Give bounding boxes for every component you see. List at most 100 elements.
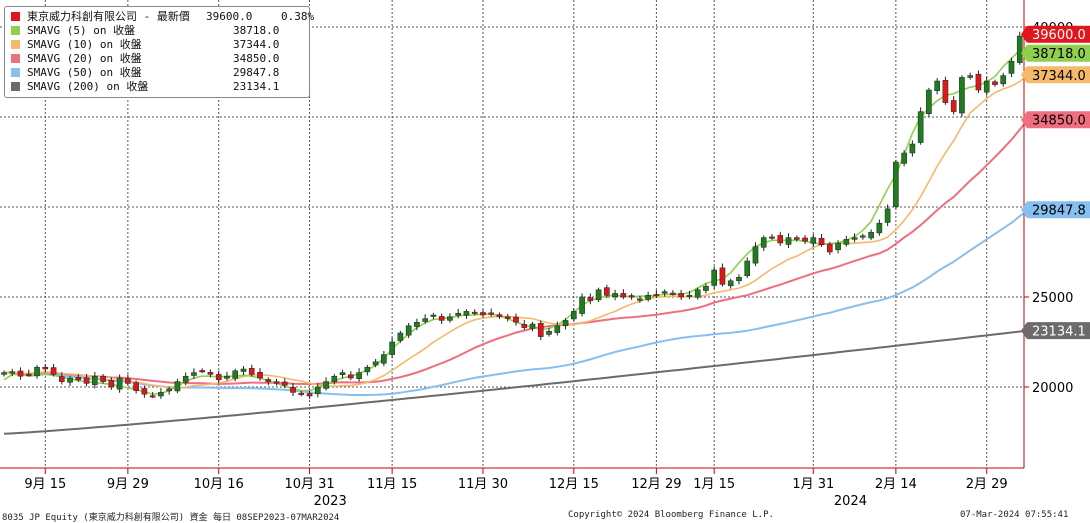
candle-body — [694, 289, 701, 298]
candle-body — [372, 361, 379, 366]
value-tag-bg — [1027, 44, 1090, 62]
sma-200-line — [3, 329, 1029, 435]
candle-body — [686, 294, 693, 297]
candle-body — [364, 366, 371, 373]
candle-body — [281, 381, 288, 386]
candle-body — [934, 80, 940, 91]
legend-series-value: 37344.0 — [233, 38, 280, 51]
candle-body — [488, 312, 495, 315]
candle-body — [166, 388, 172, 392]
candle-body — [612, 293, 618, 297]
candle-body — [92, 375, 98, 386]
candle-body — [67, 377, 73, 383]
x-tick-label: 2月 14 — [875, 477, 917, 492]
candle-body — [818, 238, 825, 246]
candle-body — [926, 89, 932, 115]
candle-body — [314, 386, 321, 395]
candle-body — [397, 332, 404, 341]
candle-body — [504, 316, 511, 319]
candle-body — [760, 237, 767, 248]
candle-body — [133, 382, 139, 391]
candle-body — [769, 236, 775, 239]
value-tag-pointer — [1021, 322, 1027, 340]
legend-last-value: 39600.0 — [206, 10, 253, 23]
candle-body — [546, 330, 552, 335]
candle-body — [240, 368, 247, 372]
candle-body — [637, 298, 643, 301]
candle-body — [207, 371, 214, 375]
candle-body — [835, 242, 841, 251]
value-tag-label: 37344.0 — [1032, 69, 1086, 84]
legend-swatch — [11, 40, 20, 49]
candle-body — [496, 314, 503, 318]
legend-series-name: SMAVG (200) on 收盤 — [27, 80, 149, 93]
candle-body — [736, 276, 742, 282]
footer-timestamp: 07-Mar-2024 07:55:41 — [960, 510, 1069, 520]
candle-body — [843, 239, 850, 245]
candle-body — [75, 377, 82, 381]
candle-body — [34, 366, 40, 377]
candle-body — [389, 341, 395, 355]
candle-body — [158, 392, 164, 397]
candle-body — [463, 311, 470, 316]
value-tag-label: 23134.1 — [1032, 325, 1086, 340]
legend-series-name: SMAVG (5) on 收盤 — [27, 24, 136, 37]
candle-body — [975, 73, 982, 91]
candle-body — [125, 378, 131, 384]
value-tag-label: 38718.0 — [1032, 47, 1086, 62]
candle-body — [232, 370, 239, 379]
candle-body — [950, 100, 957, 112]
candle-body — [942, 80, 949, 103]
candle-body — [537, 323, 544, 337]
x-tick-label: 10月 31 — [284, 477, 334, 492]
candle-body — [752, 246, 759, 264]
value-tag-bg — [1027, 201, 1090, 219]
legend-series-name: SMAVG (20) on 收盤 — [27, 52, 142, 65]
candle-body — [983, 80, 990, 93]
candle-body — [909, 143, 916, 154]
candle-body — [893, 161, 899, 207]
candle-body — [430, 314, 437, 317]
candle-body — [414, 321, 420, 327]
legend-title: 東京威力科創有限公司 - 最新價 — [27, 10, 190, 23]
x-tick-label: 12月 29 — [631, 477, 681, 492]
legend-series-value: 23134.1 — [233, 80, 280, 93]
candle-body — [25, 373, 32, 376]
candle-body — [967, 75, 974, 78]
value-tag-pointer — [1021, 44, 1027, 62]
candle-body — [116, 377, 123, 390]
candle-body — [1008, 60, 1015, 74]
candle-body — [471, 311, 478, 314]
value-tag-bg — [1027, 111, 1090, 129]
candle-body — [810, 237, 817, 244]
candlesticks — [1, 31, 1031, 399]
y-tick-label: 25000 — [1032, 291, 1073, 306]
value-tag-pointer — [1021, 111, 1027, 129]
x-tick-label: 1月 15 — [693, 477, 735, 492]
y-tick-label: 20000 — [1032, 381, 1073, 396]
candle-body — [884, 208, 891, 223]
candle-body — [480, 312, 486, 316]
candle-body — [992, 81, 998, 85]
candle-body — [570, 311, 577, 320]
candle-body — [215, 374, 222, 381]
candle-body — [331, 375, 338, 382]
candle-body — [876, 222, 883, 234]
candle-body — [108, 379, 115, 388]
candle-body — [777, 235, 784, 244]
candle-body — [447, 316, 453, 321]
candle-body — [868, 231, 874, 239]
x-tick-label: 12月 15 — [549, 477, 599, 492]
candle-body — [381, 354, 387, 364]
candle-body — [670, 292, 676, 295]
legend-swatch — [11, 54, 20, 63]
candle-body — [339, 372, 346, 376]
candle-body — [653, 294, 660, 297]
legend-swatch — [11, 82, 20, 91]
x-year-label: 2023 — [314, 494, 347, 509]
candle-body — [199, 370, 206, 373]
candle-body — [628, 295, 635, 298]
candle-body — [356, 372, 362, 379]
